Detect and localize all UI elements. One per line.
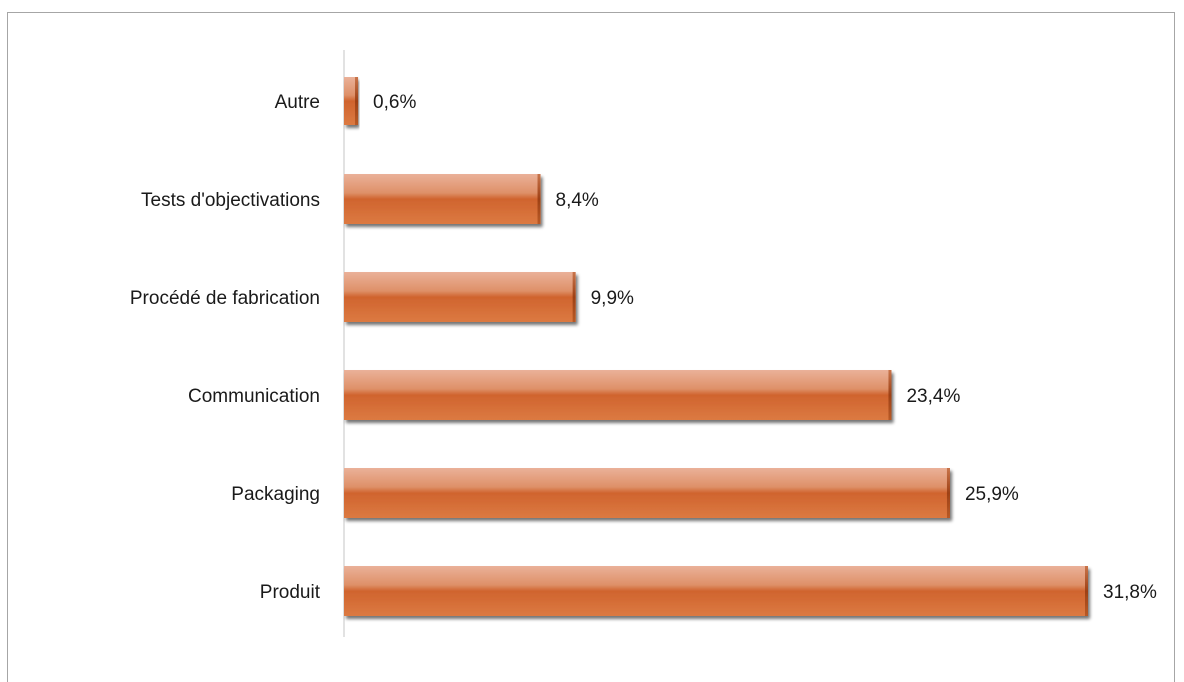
category-label: Procédé de fabrication <box>130 288 320 309</box>
bar-tests-d-objectivations <box>344 174 541 224</box>
bar-rect <box>344 468 950 518</box>
category-label: Packaging <box>231 484 320 505</box>
bar-packaging <box>344 468 950 518</box>
bar-autre <box>344 77 359 125</box>
value-label: 8,4% <box>556 190 599 211</box>
bar-end-cap <box>888 370 892 420</box>
bar-rect <box>344 77 359 125</box>
bar-rect <box>344 272 576 322</box>
value-label: 23,4% <box>906 386 960 407</box>
bar-produit <box>344 566 1088 616</box>
category-label: Autre <box>275 92 320 113</box>
value-label: 31,8% <box>1103 582 1157 603</box>
bar-communication <box>344 370 892 420</box>
bar-proc-d-de-fabrication <box>344 272 576 322</box>
value-label: 25,9% <box>965 484 1019 505</box>
category-label: Tests d'objectivations <box>141 190 320 211</box>
bar-end-cap <box>946 468 950 518</box>
value-label: 9,9% <box>591 288 634 309</box>
bar-end-cap <box>537 174 541 224</box>
bar-rect <box>344 566 1088 616</box>
category-label: Produit <box>260 582 321 603</box>
bars-layer <box>344 77 1088 616</box>
bar-end-cap <box>572 272 576 322</box>
value-label: 0,6% <box>373 92 416 113</box>
category-label: Communication <box>188 386 320 407</box>
bar-rect <box>344 370 892 420</box>
bar-rect <box>344 174 541 224</box>
labels-layer: Autre 0,6% Tests d'objectivations 8,4% Procé… <box>130 92 1157 603</box>
bar-end-cap <box>1085 566 1088 616</box>
bar-end-cap <box>355 77 359 125</box>
